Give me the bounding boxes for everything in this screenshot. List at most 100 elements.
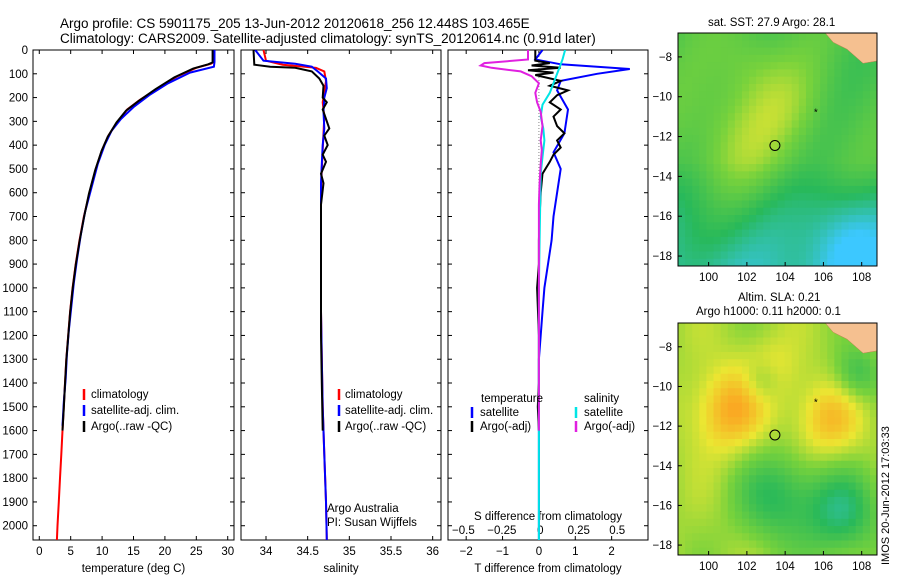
map-cell xyxy=(720,453,729,462)
map-cell xyxy=(749,323,757,331)
map-cell xyxy=(763,410,771,418)
map-cell xyxy=(699,54,708,63)
map-cell xyxy=(834,105,843,114)
map-cell xyxy=(685,134,693,143)
map-cell xyxy=(685,156,693,165)
map-cell xyxy=(699,236,708,245)
map-cell xyxy=(734,105,743,114)
map-cell xyxy=(798,156,807,165)
map-cell xyxy=(763,120,771,129)
map-cell xyxy=(841,446,850,455)
map-cell xyxy=(820,475,828,484)
map-cell xyxy=(805,366,814,375)
map-cell xyxy=(713,258,722,266)
map-cell xyxy=(869,236,877,245)
map-cell xyxy=(784,193,793,202)
map-cell xyxy=(770,540,779,549)
salinity-xlabel: salinity xyxy=(323,563,358,575)
map-cell xyxy=(784,98,793,107)
map-cell xyxy=(756,193,764,202)
map-cell xyxy=(784,207,793,216)
map-cell xyxy=(791,215,800,223)
map-cell xyxy=(678,337,686,346)
map-cell xyxy=(763,222,771,231)
difference-top-xtick-label: −0.25 xyxy=(487,525,516,537)
map-cell xyxy=(798,33,807,41)
map-cell xyxy=(706,446,715,455)
map-cell xyxy=(699,410,708,418)
map-cell xyxy=(756,69,764,78)
difference-xtick-label: −1 xyxy=(496,546,509,558)
map-cell xyxy=(791,381,800,389)
map-cell xyxy=(862,236,871,245)
map-cell xyxy=(798,518,807,527)
map-cell xyxy=(827,178,835,187)
map-cell xyxy=(855,395,864,404)
map-cell xyxy=(834,251,843,260)
map-cell xyxy=(756,258,764,266)
map-cell xyxy=(685,258,693,266)
map-cell xyxy=(749,518,757,527)
map-cell xyxy=(763,533,771,542)
map-cell xyxy=(855,497,864,505)
map-cell xyxy=(720,504,729,513)
map-cell xyxy=(862,504,871,513)
map-cell xyxy=(756,62,764,71)
map-cell xyxy=(869,475,877,484)
difference-top-xtick-label: −0.5 xyxy=(452,525,475,537)
map-cell xyxy=(678,402,686,411)
map-cell xyxy=(699,229,708,238)
map-cell xyxy=(749,98,757,107)
map-cell xyxy=(699,120,708,129)
map-cell xyxy=(706,402,715,411)
map-cell xyxy=(727,475,736,484)
map-cell xyxy=(841,511,850,520)
map-cell xyxy=(784,460,793,469)
map-cell xyxy=(706,323,715,331)
map-cell xyxy=(777,33,786,41)
map-cell xyxy=(749,381,757,389)
map-cell xyxy=(713,142,722,151)
map-cell xyxy=(685,453,693,462)
map-cell xyxy=(791,105,800,114)
map-cell xyxy=(713,47,722,56)
map-cell xyxy=(706,337,715,346)
map-cell xyxy=(763,417,771,426)
map-cell xyxy=(862,193,871,202)
map-cell xyxy=(692,76,700,85)
map-cell xyxy=(777,229,786,238)
map-cell xyxy=(763,76,771,85)
map-cell xyxy=(678,504,686,513)
map-cell xyxy=(798,215,807,223)
map-cell xyxy=(827,497,835,505)
map-cell xyxy=(784,381,793,389)
map-cell xyxy=(685,547,693,555)
map-cell xyxy=(699,475,708,484)
map-cell xyxy=(685,222,693,231)
map-cell xyxy=(770,178,779,187)
legend-label: salinity xyxy=(584,393,619,405)
map-cell xyxy=(713,352,722,360)
map-cell xyxy=(862,83,871,92)
map-cell xyxy=(855,200,864,209)
map-cell xyxy=(734,497,743,505)
map-cell xyxy=(770,475,779,484)
map-cell xyxy=(820,40,828,49)
map-cell xyxy=(749,497,757,505)
map-cell xyxy=(685,113,693,121)
map-cell xyxy=(848,489,857,498)
map-cell xyxy=(791,47,800,56)
map-cell xyxy=(699,113,708,121)
map-cell xyxy=(813,229,821,238)
salinity-axes-frame xyxy=(240,49,442,541)
map-cell xyxy=(848,533,857,542)
map-cell xyxy=(777,497,786,505)
land-mass xyxy=(824,323,877,354)
map-cell xyxy=(813,366,821,375)
map-cell xyxy=(692,178,700,187)
map-cell xyxy=(706,497,715,505)
map-cell xyxy=(770,207,779,216)
map-cell xyxy=(791,330,800,339)
map-cell xyxy=(869,533,877,542)
map-cell xyxy=(727,149,736,158)
